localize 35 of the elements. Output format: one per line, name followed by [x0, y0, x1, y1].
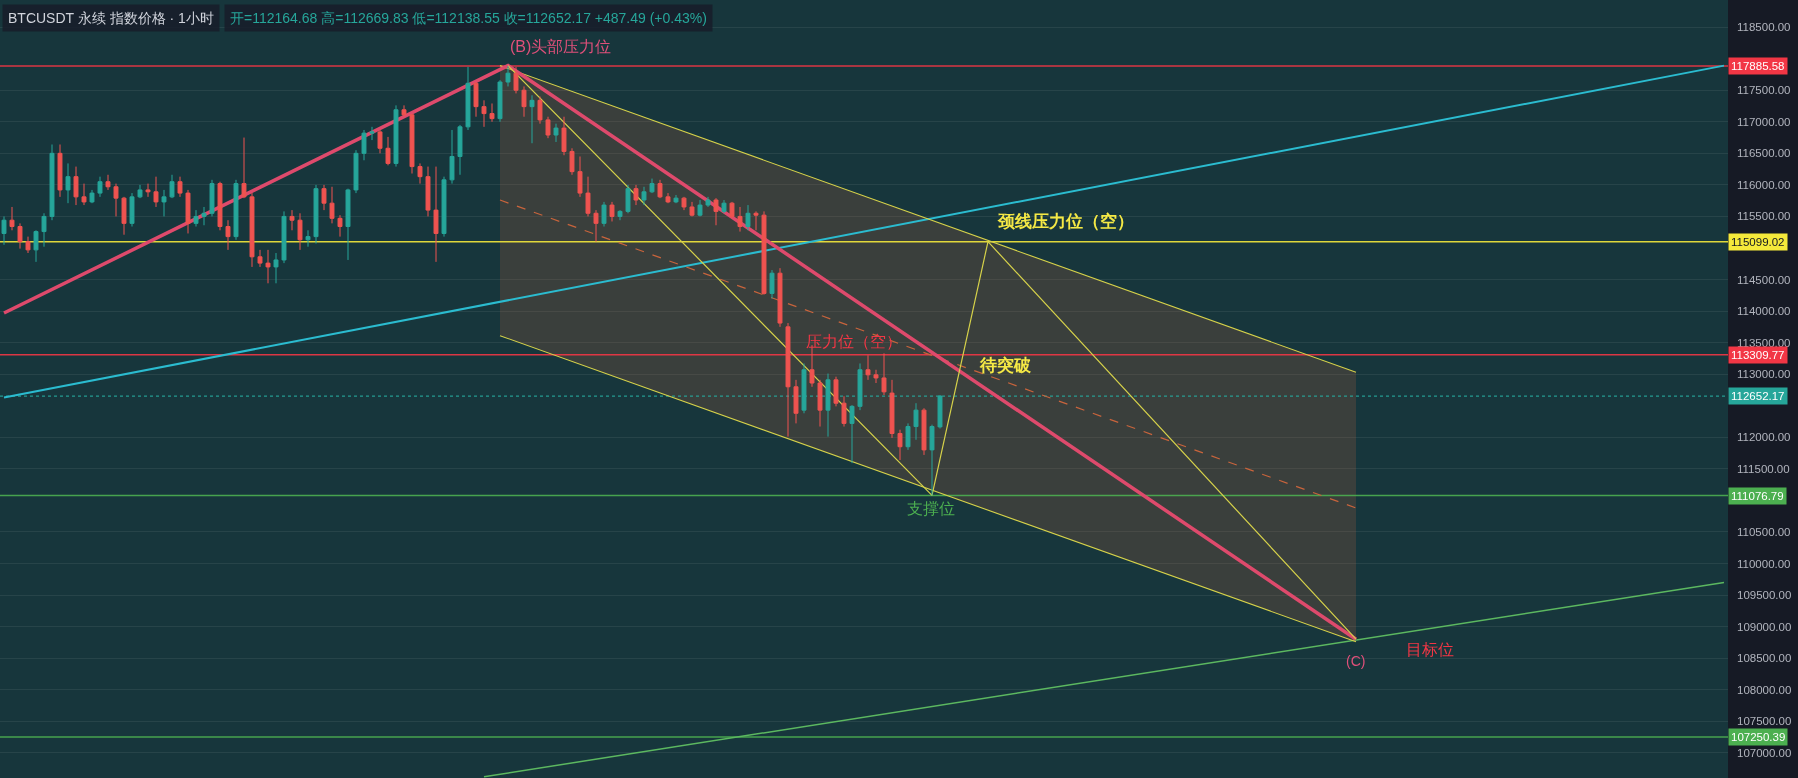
- y-tick-label: 108000.00: [1737, 683, 1792, 696]
- y-tick-label: 109500.00: [1737, 589, 1792, 602]
- y-tick-label: 110500.00: [1737, 525, 1791, 538]
- text: BTCUSDT 永续 指数价格 · 1小时: [8, 10, 214, 26]
- y-tick-label: 113500.00: [1737, 336, 1791, 349]
- y-tick-label: 117500.00: [1737, 84, 1791, 97]
- y-tick-label: 118500.00: [1737, 21, 1791, 34]
- y-tick-label: 112000.00: [1737, 431, 1791, 444]
- ref-line-label: 107250.39: [1731, 731, 1786, 743]
- y-tick-label: 111500.00: [1737, 462, 1790, 475]
- ref-line-label: 117885.58: [1731, 60, 1785, 72]
- y-tick-label: 117000.00: [1737, 115, 1791, 128]
- y-tick-label: 109000.00: [1737, 620, 1792, 633]
- annotation: 支撑位: [907, 500, 955, 517]
- y-tick-label: 110000.00: [1737, 557, 1791, 570]
- text: 开=112164.68 高=112669.83 低=112138.55 收=112652.17 +487.49 (+0.43%): [230, 10, 707, 26]
- ref-line-label: 112652.17: [1731, 390, 1785, 402]
- y-tick-label: 116000.00: [1737, 178, 1791, 191]
- y-tick-label: 107000.00: [1737, 746, 1792, 759]
- y-tick-label: 114000.00: [1737, 305, 1791, 318]
- ref-line-label: 111076.79: [1731, 490, 1784, 502]
- annotation: 压力位（空）: [806, 333, 902, 350]
- annotation: 目标位: [1406, 641, 1454, 658]
- y-tick-label: 113000.00: [1737, 368, 1791, 381]
- y-tick-label: 114500.00: [1737, 273, 1791, 286]
- ref-line-label: 115099.02: [1731, 236, 1785, 248]
- annotation: 颈线压力位（空）: [997, 212, 1134, 231]
- y-tick-label: 116500.00: [1737, 147, 1791, 160]
- y-tick-label: 107500.00: [1737, 715, 1792, 728]
- annotation: (B)头部压力位: [510, 38, 612, 55]
- y-tick-label: 108500.00: [1737, 652, 1792, 665]
- y-tick-label: 115500.00: [1737, 210, 1791, 223]
- annotation: 待突破: [979, 356, 1032, 375]
- annotation: (C): [1346, 653, 1366, 669]
- ref-line-label: 113309.77: [1731, 349, 1785, 361]
